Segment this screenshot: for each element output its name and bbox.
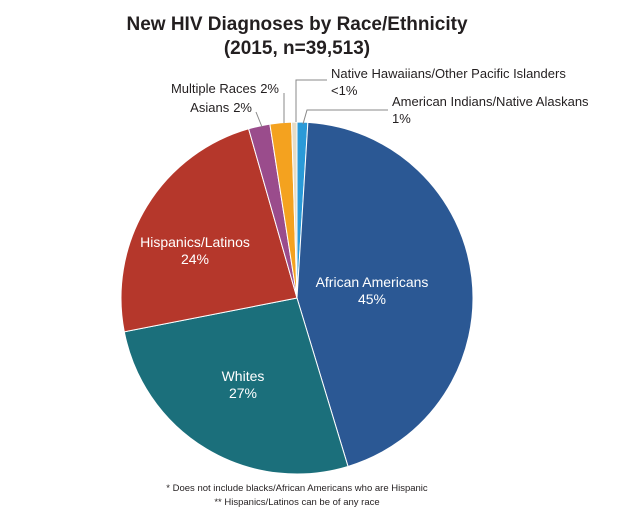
category-label: American Indians/Native Alaskans: [392, 94, 589, 109]
chart-subtitle: (2015, n=39,513): [224, 38, 370, 59]
value-label: <1%: [331, 83, 358, 98]
category-label: Multiple Races: [171, 81, 257, 96]
value-label: 2%: [260, 81, 279, 96]
category-label: African Americans: [316, 274, 429, 290]
value-label: 2%: [233, 100, 252, 115]
leader-line: [295, 79, 327, 122]
value-label: 27%: [229, 385, 257, 401]
category-label: Hispanics/Latinos: [140, 234, 250, 250]
category-label: Asians: [190, 100, 230, 115]
chart-title: New HIV Diagnoses by Race/Ethnicity: [126, 14, 467, 35]
slice-label: Whites 27%: [222, 368, 265, 401]
value-label: 24%: [181, 251, 209, 267]
slice-label: Multiple Races 2%: [171, 81, 279, 96]
footnote: * Does not include blacks/African Americ…: [166, 483, 428, 494]
pie-slice: [296, 121, 474, 468]
leader-line: [302, 109, 388, 125]
pie-slice: [120, 128, 298, 333]
slice-label: Asians 2%: [190, 100, 252, 115]
footnote: ** Hispanics/Latinos can be of any race: [214, 497, 379, 508]
leader-line: [255, 111, 263, 128]
pie-slice: [291, 121, 298, 299]
value-label: 45%: [358, 291, 386, 307]
pie-slice: [123, 297, 349, 475]
slice-label: African Americans 45%: [316, 274, 429, 307]
slice-label: Native Hawaiians/Other Pacific Islanders…: [331, 66, 566, 98]
category-label: Native Hawaiians/Other Pacific Islanders: [331, 66, 566, 81]
slice-label: Hispanics/Latinos 24%: [140, 234, 250, 267]
slice-label: American Indians/Native Alaskans 1%: [392, 94, 589, 126]
category-label: Whites: [222, 368, 265, 384]
value-label: 1%: [392, 111, 411, 126]
